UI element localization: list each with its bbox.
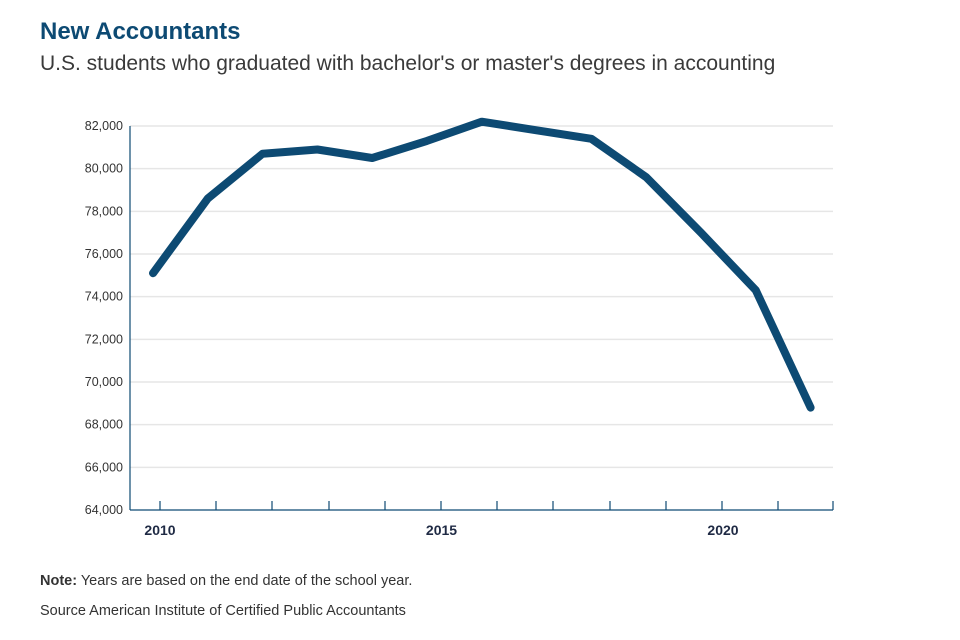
x-tick-label: 2020 [707, 522, 738, 538]
y-tick-label: 70,000 [85, 375, 123, 389]
y-tick-label: 82,000 [85, 119, 123, 133]
y-tick-label: 76,000 [85, 247, 123, 261]
y-tick-label: 72,000 [85, 332, 123, 346]
chart-title: New Accountants [40, 18, 241, 45]
y-tick-label: 74,000 [85, 290, 123, 304]
chart-subtitle: U.S. students who graduated with bachelo… [40, 52, 776, 75]
line-chart: 64,000 66,000 68,000 70,000 72,000 74,000 76,0… [85, 117, 834, 538]
note-text: Years are based on the end date of the s… [77, 573, 413, 589]
y-tick-label: 68,000 [85, 418, 123, 432]
chart-note: Note: Years are based on the end date of… [40, 573, 412, 589]
x-tick-label: 2010 [144, 522, 175, 538]
axes [129, 126, 834, 511]
y-tick-labels: 64,000 66,000 68,000 70,000 72,000 74,000 76,0… [85, 119, 123, 517]
chart-source: Source American Institute of Certified P… [40, 603, 406, 619]
x-tick-label: 2015 [426, 522, 457, 538]
series [149, 117, 815, 412]
y-tick-label: 64,000 [85, 503, 123, 517]
y-tick-label: 80,000 [85, 162, 123, 176]
note-label: Note: [40, 573, 78, 589]
series-line [149, 117, 815, 412]
y-tick-label: 66,000 [85, 460, 123, 474]
x-tick-labels: 2010 2015 2020 [144, 522, 738, 538]
y-tick-label: 78,000 [85, 204, 123, 218]
